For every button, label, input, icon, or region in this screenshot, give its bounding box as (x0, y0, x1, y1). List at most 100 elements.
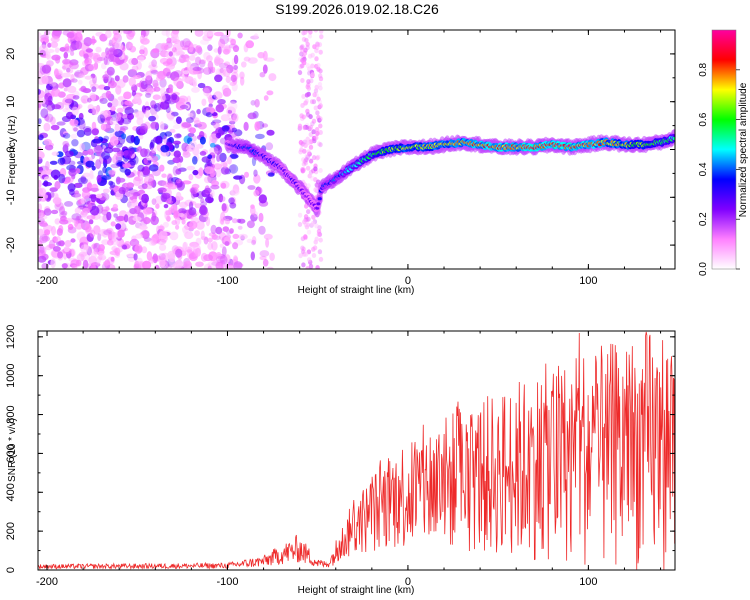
spectrogram-noise-cell (40, 37, 49, 44)
spectrogram-noise-cell (194, 30, 204, 37)
spectrogram-noise-cell (239, 71, 245, 80)
spectrogram-noise-cell (155, 203, 160, 209)
spectrogram-noise-cell (70, 259, 80, 268)
spectrogram-noise-cell (304, 153, 309, 159)
spectrogram-noise-cell (215, 167, 222, 178)
spectrogram-noise-cell (186, 249, 193, 254)
spectrogram-noise-cell (62, 132, 71, 139)
colorbar-tick-label: 0.4 (698, 162, 709, 176)
spectrogram-noise-cell (114, 124, 121, 132)
spectrogram-noise-cell (43, 122, 51, 132)
spectrogram-noise-cell (308, 158, 314, 164)
spectrogram-noise-cell (150, 237, 157, 246)
spectrogram-noise-cell (306, 229, 312, 235)
spectrogram-noise-cell (214, 74, 223, 83)
spectrogram-noise-cell (39, 233, 48, 244)
spectrogram-noise-cell (54, 47, 60, 53)
spectrogram-noise-cell (63, 131, 69, 136)
spectrogram-noise-cell (316, 141, 322, 147)
spectrogram-noise-cell (61, 210, 68, 216)
spectrogram-noise-cell (140, 148, 148, 158)
spectrogram-noise-cell (44, 114, 50, 122)
spectrogram-noise-cell (87, 203, 92, 211)
spectrogram-noise-cell (62, 58, 71, 65)
spectrogram-noise-cell (204, 187, 212, 194)
spectrogram-noise-cell (107, 228, 113, 233)
spectrogram-noise-cell (192, 77, 197, 87)
spectrogram-noise-cell (259, 255, 267, 261)
spectrogram-noise-cell (266, 90, 274, 96)
spectrogram-noise-cell (263, 95, 269, 101)
spectrogram-noise-cell (83, 263, 94, 268)
spectrogram-noise-cell (297, 212, 303, 218)
spectrogram-noise-cell (147, 178, 154, 186)
spectrogram-noise-cell (188, 132, 195, 138)
spectrogram-noise-cell (222, 162, 228, 169)
spectrogram-noise-cell (182, 241, 189, 251)
spectrogram-noise-cell (172, 124, 181, 129)
spectrogram-noise-cell (115, 85, 122, 95)
spectrogram-noise-cell (145, 92, 152, 98)
spectrogram-noise-cell (211, 233, 218, 240)
spectrogram-noise-cell (78, 177, 88, 185)
spectrogram-noise-cell (61, 72, 72, 78)
spectrogram-noise-cell (220, 211, 226, 222)
spectrogram-noise-cell (102, 166, 107, 174)
spectrogram-noise-cell (212, 163, 223, 170)
spectrogram-noise-cell (62, 78, 72, 88)
spectrogram-noise-cell (121, 244, 128, 250)
spectrogram-noise-cell (74, 32, 83, 42)
spectrogram-noise-cell (312, 155, 317, 161)
spectrogram-noise-cell (42, 181, 52, 187)
spectrogram-noise-cell (307, 173, 312, 179)
spectrogram-noise-cell (231, 127, 237, 133)
spectrogram-noise-cell (41, 235, 50, 242)
spectrogram-noise-cell (134, 260, 140, 269)
snr-xtick-label: 0 (405, 576, 411, 588)
spectrogram-noise-cell (41, 64, 52, 74)
spectrogram-noise-cell (316, 154, 321, 160)
spectrogram-noise-cell (75, 192, 82, 201)
spectrogram-noise-cell (54, 68, 59, 78)
spectrogram-noise-cell (93, 145, 103, 154)
spectrogram-noise-cell (86, 233, 94, 242)
spectrogram-noise-cell (219, 243, 224, 248)
spectrogram-noise-cell (297, 123, 303, 129)
spectrogram-noise-cell (139, 171, 144, 180)
spectrogram-noise-cell (308, 144, 314, 150)
spectrogram-noise-cell (149, 164, 159, 172)
spectrogram-noise-cell (251, 236, 257, 245)
spectrogram-noise-cell (136, 110, 145, 120)
spectrogram-noise-cell (140, 80, 148, 90)
spectrogram-noise-cell (207, 30, 216, 37)
spectrogram-noise-cell (62, 144, 69, 154)
spectrogram-noise-cell (143, 217, 151, 225)
spectrogram-noise-cell (71, 106, 79, 116)
spectrogram-noise-cell (102, 188, 110, 194)
spectrogram-noise-cell (44, 93, 49, 103)
snr-xtick-label: -100 (216, 576, 238, 588)
spectrogram-noise-cell (80, 175, 87, 183)
spectrogram-ytick-label: 10 (5, 96, 17, 108)
spectrogram-noise-cell (121, 133, 127, 140)
spectrogram-ytick-label: -20 (5, 237, 17, 253)
spectrogram-noise-cell (80, 95, 90, 104)
spectrogram-noise-cell (51, 88, 61, 97)
spectrogram-noise-cell (143, 30, 150, 37)
spectrogram-noise-cell (43, 139, 52, 146)
spectrogram-noise-cell (253, 169, 258, 177)
spectrogram-noise-cell (228, 197, 235, 205)
spectrogram-noise-cell (146, 85, 153, 95)
spectrogram-noise-cell (116, 215, 126, 222)
spectrogram-noise-cell (316, 62, 321, 68)
spectrogram-noise-cell (85, 160, 95, 168)
spectrogram-noise-cell (70, 133, 78, 140)
spectrogram-noise-cell (317, 249, 323, 255)
colorbar-gradient (712, 30, 736, 269)
spectrogram-noise-cell (319, 34, 324, 40)
spectrogram-noise-cell (262, 64, 268, 74)
spectrogram-noise-cell (304, 157, 309, 163)
spectrogram-noise-cell (163, 204, 169, 209)
spectrogram-noise-cell (179, 104, 189, 110)
